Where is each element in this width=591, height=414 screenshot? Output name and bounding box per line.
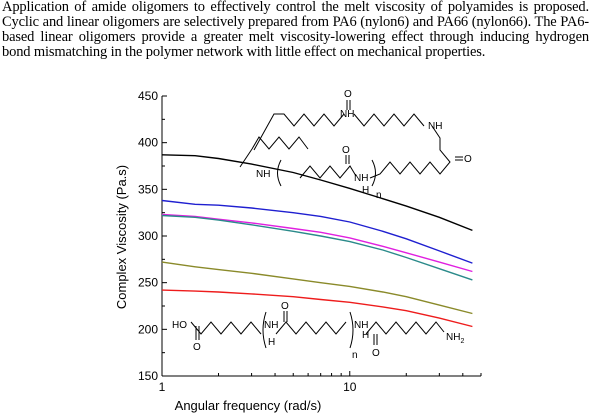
linear-n-subscript: n	[352, 350, 358, 361]
x-axis-label: Angular frequency (rad/s)	[175, 398, 322, 413]
y-tick-label: 200	[138, 322, 158, 336]
linear-ho-label: HO	[172, 320, 187, 331]
cyclic-o-inner-label: O	[342, 145, 350, 156]
cyclic-hn-label: NH	[256, 169, 270, 180]
cyclic-n-label: NH	[354, 173, 368, 184]
y-tick-label: 400	[138, 136, 158, 150]
cyclic-oligomer-structure	[239, 100, 463, 187]
series-line-5	[161, 261, 473, 315]
series-line-6	[161, 289, 473, 328]
linear-o-inner-label: O	[281, 301, 289, 312]
linear-o-right-label: O	[372, 348, 380, 359]
chart-series	[161, 154, 473, 328]
linear-n-label: NH	[264, 320, 278, 331]
cyclic-nh-label: NH	[340, 109, 354, 120]
linear-h2-label: H	[362, 330, 369, 341]
cyclic-o-label: O	[344, 89, 352, 100]
chart-ticks: 150 200 250 300 350 400 450 1 10	[138, 89, 482, 394]
y-tick-label: 150	[138, 369, 158, 383]
linear-nh-label: NH	[354, 320, 368, 331]
linear-oligomer-structure	[190, 311, 445, 349]
x-tick-label: 1	[159, 380, 166, 394]
series-line-3	[161, 213, 473, 273]
cyclic-o-right-label: O	[464, 154, 472, 165]
y-axis-label: Complex Viscosity (Pa.s)	[114, 165, 129, 309]
cyclic-oligomer-labels: O NH NH O O NH NH H n	[256, 89, 472, 201]
series-line-4	[161, 214, 473, 281]
y-tick-label: 350	[138, 182, 158, 196]
cyclic-nh-right-label: NH	[428, 121, 442, 132]
series-line-1	[161, 154, 473, 232]
y-tick-label: 250	[138, 276, 158, 290]
linear-o-label: O	[193, 342, 201, 353]
y-tick-label: 300	[138, 229, 158, 243]
linear-oligomer-labels: HO O NH H O n NH H O NH2	[172, 301, 464, 361]
linear-h-label: H	[268, 337, 275, 348]
y-tick-label: 450	[138, 89, 158, 103]
cyclic-h-label: H	[362, 185, 369, 196]
series-line-2	[161, 199, 473, 264]
x-tick-label: 10	[343, 380, 357, 394]
abstract-text: Application of amide oligomers to effect…	[2, 0, 589, 60]
cyclic-n-subscript: n	[376, 190, 382, 201]
linear-nh2-label: NH2	[446, 332, 464, 345]
